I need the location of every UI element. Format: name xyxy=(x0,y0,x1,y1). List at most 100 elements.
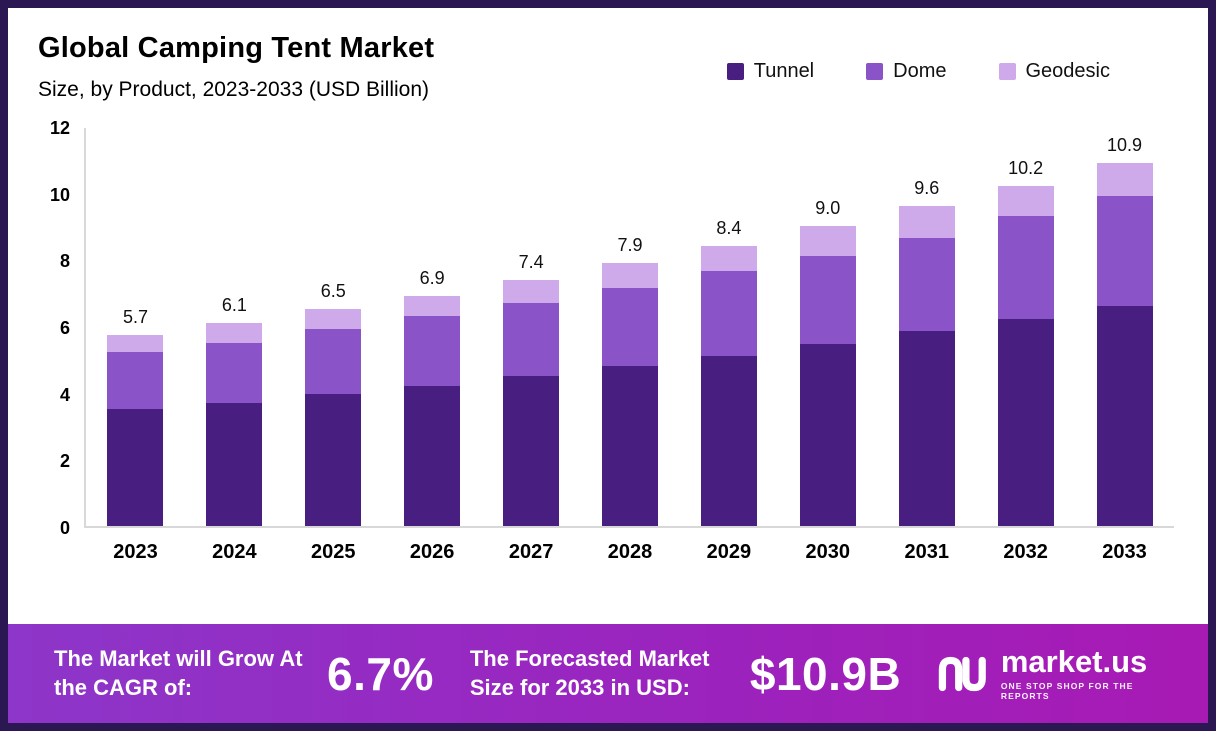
cagr-value: 6.7% xyxy=(327,647,434,700)
bar-2026: 6.9 xyxy=(383,128,482,526)
legend-label-tunnel: Tunnel xyxy=(753,60,815,82)
brand-wordmark: market.us xyxy=(1000,644,1148,679)
legend-item-geodesic: Geodesic xyxy=(998,60,1111,83)
bar-stack-2031 xyxy=(898,206,955,526)
x-label-2033: 2033 xyxy=(1102,541,1147,563)
segment-dome-2027 xyxy=(503,303,560,376)
bar-stack-2026 xyxy=(404,296,461,526)
bar-total-label-2028: 7.9 xyxy=(617,235,643,255)
bar-2027: 7.4 xyxy=(482,128,581,526)
cagr-group: The Market will Grow At the CAGR of: 6.7… xyxy=(54,645,434,702)
bar-total-label-2025: 6.5 xyxy=(320,281,346,301)
x-axis-spacer xyxy=(34,541,86,564)
x-axis: 2023 2024 2025 2026 2027 2028 2029 2030 2031 2032… xyxy=(34,541,1174,564)
segment-dome-2023 xyxy=(107,352,164,409)
legend-swatch-tunnel xyxy=(726,63,744,80)
segment-tunnel-2033 xyxy=(1096,306,1153,526)
bar-2030: 9.0 xyxy=(778,128,877,526)
segment-dome-2030 xyxy=(799,256,856,344)
x-label-2024: 2024 xyxy=(212,541,257,563)
forecast-label: The Forecasted Market Size for 2033 in U… xyxy=(469,645,710,700)
x-label-2030: 2030 xyxy=(805,541,851,563)
chart-legend: Tunnel Dome Geodesic xyxy=(726,60,1111,83)
segment-geodesic-2029 xyxy=(700,246,757,271)
x-axis-labels: 2023 2024 2025 2026 2027 2028 2029 2030 2031 2032… xyxy=(86,541,1174,564)
segment-tunnel-2026 xyxy=(404,386,461,526)
plot-area: 5.7 6.1 6.5 6.9 7.4 7.9 8.4 9.0 9.6 10.2 10.9 xyxy=(84,128,1174,528)
bar-total-label-2026: 6.9 xyxy=(419,268,445,288)
y-tick-0: 0 xyxy=(59,518,70,538)
segment-dome-2033 xyxy=(1096,196,1153,306)
bar-2024: 6.1 xyxy=(185,128,284,526)
market-us-logo-icon xyxy=(939,656,987,691)
bar-total-label-2031: 9.6 xyxy=(914,178,940,198)
x-label-2032: 2032 xyxy=(1003,541,1048,563)
bar-2032: 10.2 xyxy=(976,128,1075,526)
bar-total-label-2032: 10.2 xyxy=(1008,158,1044,178)
y-axis: 0 2 4 6 8 10 12 xyxy=(34,119,84,537)
page-title: Global Camping Tent Market xyxy=(38,32,435,64)
bar-stack-2030 xyxy=(799,226,856,526)
bar-2023: 5.7 xyxy=(86,128,185,526)
segment-tunnel-2025 xyxy=(305,394,362,526)
bar-total-label-2029: 8.4 xyxy=(716,218,742,238)
segment-geodesic-2024 xyxy=(206,323,263,343)
segment-tunnel-2029 xyxy=(700,356,757,526)
x-label-2029: 2029 xyxy=(706,541,752,563)
x-label-2025: 2025 xyxy=(311,541,356,563)
segment-dome-2031 xyxy=(898,238,955,331)
bar-total-label-2033: 10.9 xyxy=(1106,135,1143,155)
y-tick-12: 12 xyxy=(49,118,70,138)
bar-stack-2023 xyxy=(107,335,164,526)
segment-geodesic-2032 xyxy=(997,186,1054,216)
segment-tunnel-2030 xyxy=(799,344,856,526)
page-subtitle: Size, by Product, 2023-2033 (USD Billion… xyxy=(38,78,430,101)
market-us-logo-text: market.us ONE STOP SHOP FOR THE REPORTS xyxy=(1001,646,1168,701)
legend-item-dome: Dome xyxy=(866,60,947,83)
segment-dome-2029 xyxy=(700,271,757,356)
bar-2031: 9.6 xyxy=(877,128,976,526)
segment-tunnel-2027 xyxy=(503,376,560,526)
y-tick-6: 6 xyxy=(59,318,70,338)
legend-label-geodesic: Geodesic xyxy=(1025,60,1111,82)
x-label-2031: 2031 xyxy=(904,541,949,563)
segment-tunnel-2031 xyxy=(898,331,955,526)
segment-dome-2026 xyxy=(404,316,461,386)
brand-tagline: ONE STOP SHOP FOR THE REPORTS xyxy=(1000,681,1134,701)
x-label-2023: 2023 xyxy=(113,541,158,563)
segment-geodesic-2023 xyxy=(107,335,164,352)
segment-geodesic-2028 xyxy=(601,263,658,288)
bar-total-label-2030: 9.0 xyxy=(815,198,841,218)
x-label-2026: 2026 xyxy=(409,541,455,563)
legend-swatch-geodesic xyxy=(998,63,1016,80)
x-label-2028: 2028 xyxy=(607,541,653,563)
x-label-2027: 2027 xyxy=(508,541,554,563)
y-tick-8: 8 xyxy=(59,251,70,272)
forecast-value: $10.9B xyxy=(749,647,902,700)
bar-2033: 10.9 xyxy=(1075,128,1174,526)
segment-geodesic-2033 xyxy=(1096,163,1153,196)
legend-label-dome: Dome xyxy=(893,60,947,82)
bar-stack-2025 xyxy=(305,309,362,526)
market-us-logo: market.us ONE STOP SHOP FOR THE REPORTS xyxy=(937,646,1168,701)
footer-banner: The Market will Grow At the CAGR of: 6.7… xyxy=(8,624,1208,723)
segment-geodesic-2026 xyxy=(404,296,461,316)
segment-tunnel-2024 xyxy=(206,403,263,526)
segment-dome-2024 xyxy=(206,343,263,403)
y-tick-4: 4 xyxy=(59,384,70,405)
bar-total-label-2024: 6.1 xyxy=(221,295,247,315)
segment-geodesic-2031 xyxy=(898,206,955,238)
segment-geodesic-2030 xyxy=(799,226,856,256)
segment-dome-2025 xyxy=(305,329,362,394)
bar-stack-2027 xyxy=(503,280,560,526)
y-tick-10: 10 xyxy=(49,184,70,205)
title-block: Global Camping Tent Market Size, by Prod… xyxy=(38,32,434,102)
legend-item-tunnel: Tunnel xyxy=(726,60,815,83)
bar-stack-2033 xyxy=(1096,163,1153,526)
segment-tunnel-2028 xyxy=(601,366,658,526)
segment-geodesic-2027 xyxy=(503,280,560,303)
bar-total-label-2027: 7.4 xyxy=(518,252,544,272)
bar-2029: 8.4 xyxy=(679,128,778,526)
bar-2025: 6.5 xyxy=(284,128,383,526)
